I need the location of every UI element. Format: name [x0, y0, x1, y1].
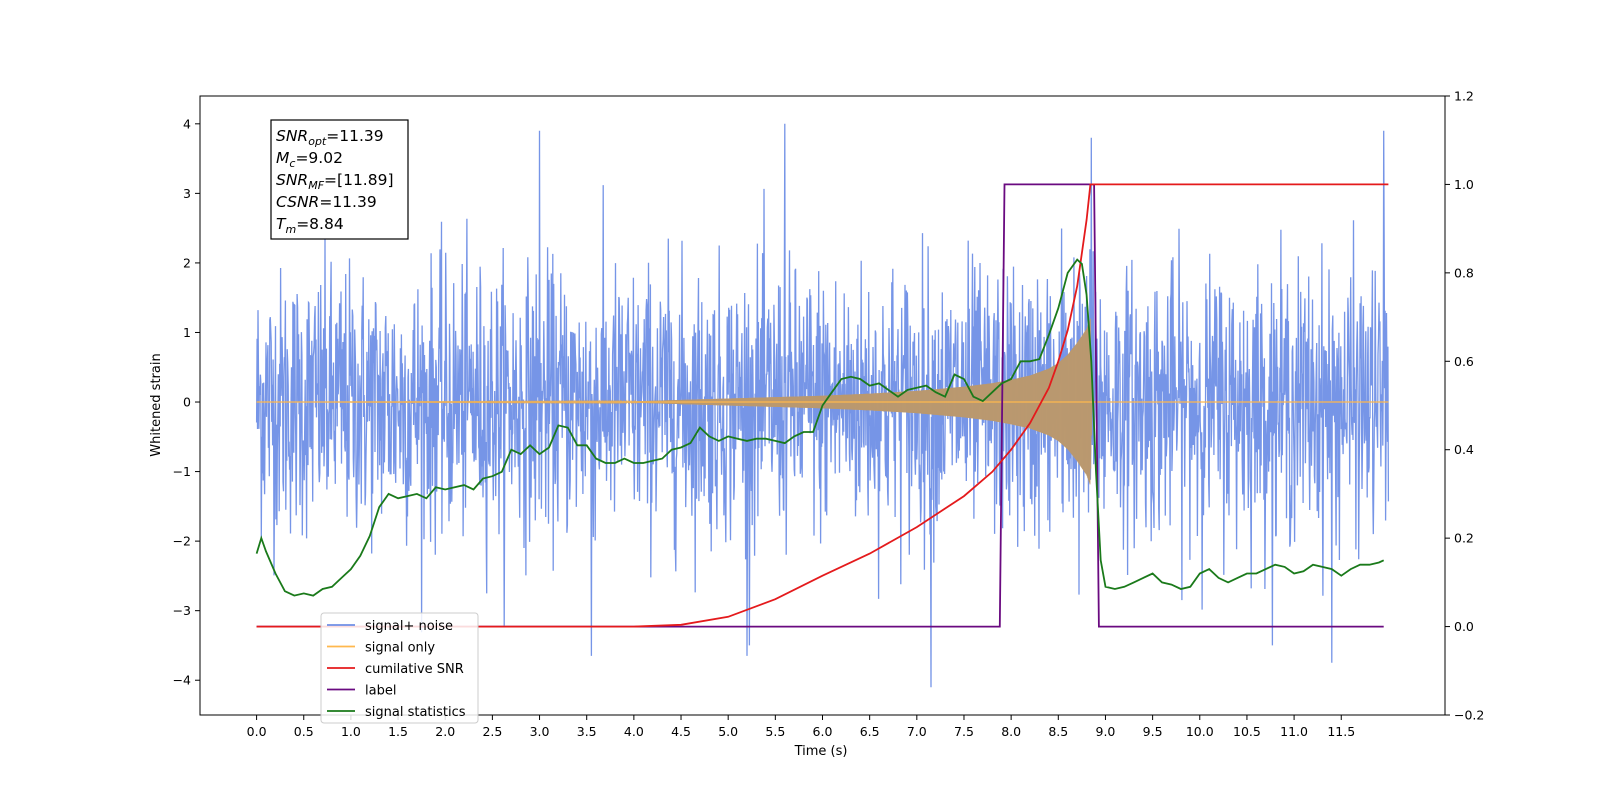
- annotation-frame: [270, 119, 409, 240]
- signal-statistics-line: [255, 258, 1385, 597]
- metrics-annotation-box: SNRopt=11.39Mc=9.02SNRMF=[11.89]CSNR=11.…: [270, 119, 409, 240]
- cumilative-snr-line: [256, 183, 1389, 628]
- x-tick-label: 1.5: [388, 724, 408, 739]
- x-axis-title: Time (s): [794, 744, 848, 759]
- x-tick-label: 5.0: [718, 724, 738, 739]
- y-tick-label: −2: [173, 534, 191, 549]
- x-tick-label: 10.0: [1186, 724, 1214, 739]
- x-tick-label: 9.0: [1096, 724, 1116, 739]
- x-tick-label: 6.0: [813, 724, 833, 739]
- x-tick-label: 11.0: [1280, 724, 1308, 739]
- x-tick-label: 2.0: [435, 724, 455, 739]
- y2-tick-label: 0.0: [1454, 619, 1474, 634]
- x-tick-label: 6.5: [860, 724, 880, 739]
- y2-tick-label: 1.2: [1454, 89, 1474, 104]
- y-tick-label: 2: [183, 255, 191, 270]
- annotation-line: SNRopt=11.39: [276, 127, 384, 148]
- legend-label: signal+ noise: [365, 619, 453, 634]
- annotation-line: Tm=8.84: [276, 215, 344, 236]
- y2-tick-label: 0.2: [1454, 531, 1474, 546]
- signal-only-series: [256, 318, 1389, 485]
- right-axis-series: [255, 183, 1389, 628]
- x-tick-label: 0.0: [247, 724, 267, 739]
- x-tick-label: 7.5: [954, 724, 974, 739]
- y-tick-label: −3: [173, 603, 191, 618]
- legend-label: cumilative SNR: [365, 662, 464, 677]
- y2-tick-label: 1.0: [1454, 177, 1474, 192]
- legend: signal+ noise signal only cumilative SNR la…: [320, 612, 479, 724]
- y2-tick-label: −0.2: [1454, 708, 1484, 723]
- x-tick-label: 0.5: [294, 724, 314, 739]
- legend-label: signal statistics: [365, 705, 466, 720]
- y-tick-label: 3: [183, 186, 191, 201]
- y-tick-label: −4: [173, 673, 191, 688]
- y-tick-label: 4: [183, 116, 191, 131]
- x-axis: 0.0 0.5 1.0 1.5 2.0 2.5 3.0 3.5 4.0 4.5 5.0 5.5 6.0 6…: [247, 715, 1355, 739]
- signal-noise-line: [255, 123, 1390, 688]
- y-tick-label: 1: [183, 325, 191, 340]
- x-tick-label: 11.5: [1327, 724, 1355, 739]
- x-tick-label: 10.5: [1233, 724, 1261, 739]
- y-axis-left: 4 3 2 1 0 −1 −2 −3 −4: [173, 116, 200, 688]
- x-tick-label: 8.5: [1048, 724, 1068, 739]
- y2-tick-label: 0.6: [1454, 354, 1474, 369]
- y-tick-label: 0: [183, 395, 191, 410]
- x-tick-label: 9.5: [1143, 724, 1163, 739]
- annotation-line: CSNR=11.39: [276, 193, 377, 211]
- x-tick-label: 7.0: [907, 724, 927, 739]
- y-axis-right: 1.2 1.0 0.8 0.6 0.4 0.2 0.0 −0.2: [1445, 89, 1484, 723]
- annotation-line: Mc=9.02: [276, 149, 343, 170]
- legend-label: signal only: [365, 641, 435, 656]
- y2-tick-label: 0.4: [1454, 442, 1474, 457]
- legend-frame: [320, 612, 479, 724]
- annotation-line: SNRMF=[11.89]: [276, 171, 394, 192]
- x-tick-label: 4.0: [624, 724, 644, 739]
- x-tick-label: 8.0: [1001, 724, 1021, 739]
- y2-tick-label: 0.8: [1454, 265, 1474, 280]
- x-tick-label: 5.5: [765, 724, 785, 739]
- x-tick-label: 4.5: [671, 724, 691, 739]
- x-tick-label: 2.5: [482, 724, 502, 739]
- label-line: [256, 183, 1384, 628]
- signal-noise-series: [255, 123, 1390, 688]
- legend-label: label: [365, 684, 396, 699]
- y-tick-label: −1: [173, 464, 191, 479]
- y-axis-title: Whitened strain: [149, 353, 164, 456]
- x-tick-label: 3.0: [530, 724, 550, 739]
- x-tick-label: 1.0: [341, 724, 361, 739]
- x-tick-label: 3.5: [577, 724, 597, 739]
